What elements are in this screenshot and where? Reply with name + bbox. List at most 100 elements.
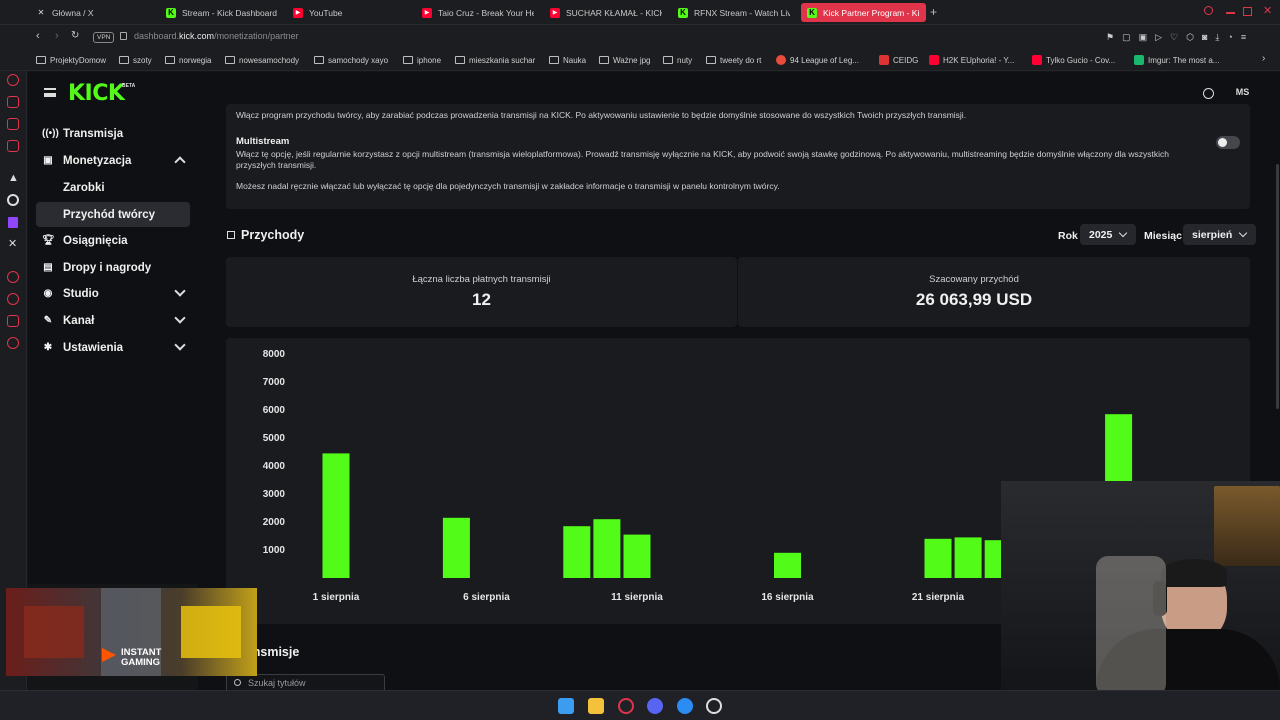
account-icon[interactable]: ◔: [1227, 32, 1233, 42]
nav-transmisja[interactable]: ((•)) Transmisja: [36, 121, 190, 146]
nav-studio[interactable]: ◉ Studio: [36, 281, 190, 306]
bookmark-folder[interactable]: Nauka: [549, 53, 586, 67]
year-select[interactable]: 2025: [1080, 224, 1137, 245]
sidebar-alert-icon[interactable]: [7, 96, 19, 108]
wallet-icon[interactable]: ▣: [1138, 32, 1148, 42]
folder-icon: [36, 56, 46, 64]
url-field[interactable]: dashboard.kick.com/monetization/partner: [134, 31, 299, 41]
nav-kanal[interactable]: ✎ Kanał: [36, 308, 190, 333]
nav-dropy[interactable]: ▤ Dropy i nagrody: [36, 255, 190, 280]
bookmark-folder[interactable]: szoty: [119, 53, 152, 67]
tab-4[interactable]: ▶ SUCHAR KŁAMAŁ - KICK: [550, 3, 662, 22]
tab-5[interactable]: K RFNX Stream - Watch Live: [678, 3, 790, 22]
bookmark-site[interactable]: Imgur: The most a...: [1134, 53, 1219, 67]
sidebar-settings-icon[interactable]: [7, 337, 19, 349]
chrome-icon[interactable]: [706, 698, 722, 714]
y-tick-label: 5000: [263, 433, 286, 444]
bookmark-folder[interactable]: tweety do rt: [706, 53, 761, 67]
bookmark-site[interactable]: Tylko Gucio - Cov...: [1032, 53, 1115, 67]
hamburger-menu-icon[interactable]: [44, 88, 56, 97]
sidebar-wallet-icon[interactable]: [7, 315, 19, 327]
file-explorer-icon[interactable]: [588, 698, 604, 714]
bookmark-folder[interactable]: ProjektyDomow: [36, 53, 106, 67]
tab-6-active[interactable]: K Kick Partner Program - Ki: [801, 3, 926, 22]
play-icon[interactable]: ▷: [1155, 32, 1163, 42]
tab-2[interactable]: ▶ YouTube: [293, 3, 411, 22]
menu-icon[interactable]: ≡: [1240, 32, 1247, 42]
forward-icon[interactable]: ›: [55, 30, 59, 42]
discord-icon[interactable]: [647, 698, 663, 714]
bookmark-folder[interactable]: samochody xayo: [314, 53, 388, 67]
bookmark-folder[interactable]: iphone: [403, 53, 441, 67]
sidebar-player-icon[interactable]: [7, 271, 19, 283]
bookmark-site[interactable]: 94 League of Leg...: [776, 53, 859, 67]
extensions-icon[interactable]: ⬡: [1186, 32, 1194, 42]
chart-bar[interactable]: [563, 526, 591, 578]
sidebar-youtube-icon[interactable]: [7, 140, 19, 152]
bookmark-folder[interactable]: norwegia: [165, 53, 211, 67]
nav-label: Studio: [63, 287, 99, 300]
more-bookmarks-icon[interactable]: ›: [1262, 53, 1266, 64]
chart-bar[interactable]: [623, 534, 651, 578]
y-tick-label: 7000: [263, 377, 286, 388]
month-select[interactable]: sierpień: [1183, 224, 1257, 245]
nav-przychod-tworcy[interactable]: Przychód twórcy: [36, 202, 190, 227]
chart-bar[interactable]: [924, 538, 952, 578]
tab-0[interactable]: ✕ Główna / X: [36, 3, 156, 22]
multistream-toggle[interactable]: [1216, 136, 1240, 149]
folder-icon: [663, 56, 673, 64]
avatar[interactable]: MS: [1235, 87, 1250, 97]
download-icon[interactable]: ⤓: [1215, 32, 1220, 42]
bookmark-folder[interactable]: Ważne jpg: [599, 53, 651, 67]
snapshot-icon[interactable]: ▢: [1122, 32, 1131, 42]
bookmark-label: nuty: [677, 55, 693, 65]
close-window-icon[interactable]: ✕: [1263, 5, 1273, 17]
search-icon: [234, 679, 241, 686]
sidebar-instagram-icon[interactable]: [7, 118, 19, 130]
tab-3[interactable]: ▶ Taio Cruz - Break Your He: [422, 3, 534, 22]
messenger-icon[interactable]: [677, 698, 693, 714]
opera-icon[interactable]: [618, 698, 634, 714]
instant-gaming-ad[interactable]: INSTANT GAMING: [6, 588, 257, 676]
nav-zarobki[interactable]: Zarobki: [36, 175, 190, 200]
chart-bar[interactable]: [774, 552, 801, 578]
bookmark-label: Ważne jpg: [613, 55, 651, 65]
chart-bar[interactable]: [954, 537, 982, 578]
camera-icon[interactable]: ◙: [1201, 32, 1208, 42]
reload-icon[interactable]: ↻: [71, 30, 80, 41]
lock-icon: [120, 32, 127, 40]
minimize-button[interactable]: [1226, 12, 1235, 14]
sidebar-chrome-icon[interactable]: [7, 194, 19, 206]
kick-side-nav: ((•)) Transmisja ▣ Monetyzacja Zarobki Prz…: [28, 114, 198, 584]
month-value: sierpień: [1192, 228, 1233, 241]
sidebar-twitch-icon[interactable]: [8, 217, 18, 228]
chair: [1096, 556, 1166, 690]
nav-osiagniecia[interactable]: 🏆︎ Osiągnięcia: [36, 228, 190, 253]
nav-ustawienia[interactable]: ✱ Ustawienia: [36, 335, 190, 360]
sidebar-x-icon[interactable]: ✕: [8, 238, 18, 250]
bookmark-site[interactable]: CEIDG: [879, 53, 918, 67]
bookmark-folder[interactable]: nowesamochody: [225, 53, 299, 67]
maximize-button[interactable]: [1243, 7, 1252, 16]
back-icon[interactable]: ‹: [36, 30, 40, 42]
nav-monetyzacja[interactable]: ▣ Monetyzacja: [36, 148, 190, 173]
heart-icon[interactable]: ♡: [1170, 32, 1179, 42]
sidebar-history-icon[interactable]: [7, 74, 19, 86]
search-tabs-icon[interactable]: [1204, 6, 1213, 15]
scrollbar[interactable]: [1276, 164, 1279, 409]
windows-start-icon[interactable]: [558, 698, 574, 714]
sidebar-kick-icon[interactable]: ▲: [8, 172, 19, 184]
new-tab-button[interactable]: +: [930, 5, 938, 19]
bookmark-folder[interactable]: mieszkania suchar: [455, 53, 535, 67]
chart-bar[interactable]: [322, 453, 350, 578]
sidebar-clock-icon[interactable]: [7, 293, 19, 305]
chart-bar[interactable]: [442, 517, 470, 578]
chart-bar[interactable]: [593, 519, 621, 578]
bookmark-site[interactable]: H2K EUphoria! - Y...: [929, 53, 1014, 67]
bookmark-folder[interactable]: nuty: [663, 53, 692, 67]
kick-logo[interactable]: KICK: [68, 81, 125, 106]
tab-1[interactable]: K Stream - Kick Dashboard: [166, 3, 284, 22]
vpn-badge[interactable]: VPN: [93, 32, 115, 43]
notifications-icon[interactable]: [1203, 88, 1214, 99]
pin-icon[interactable]: ⚑: [1106, 32, 1115, 42]
